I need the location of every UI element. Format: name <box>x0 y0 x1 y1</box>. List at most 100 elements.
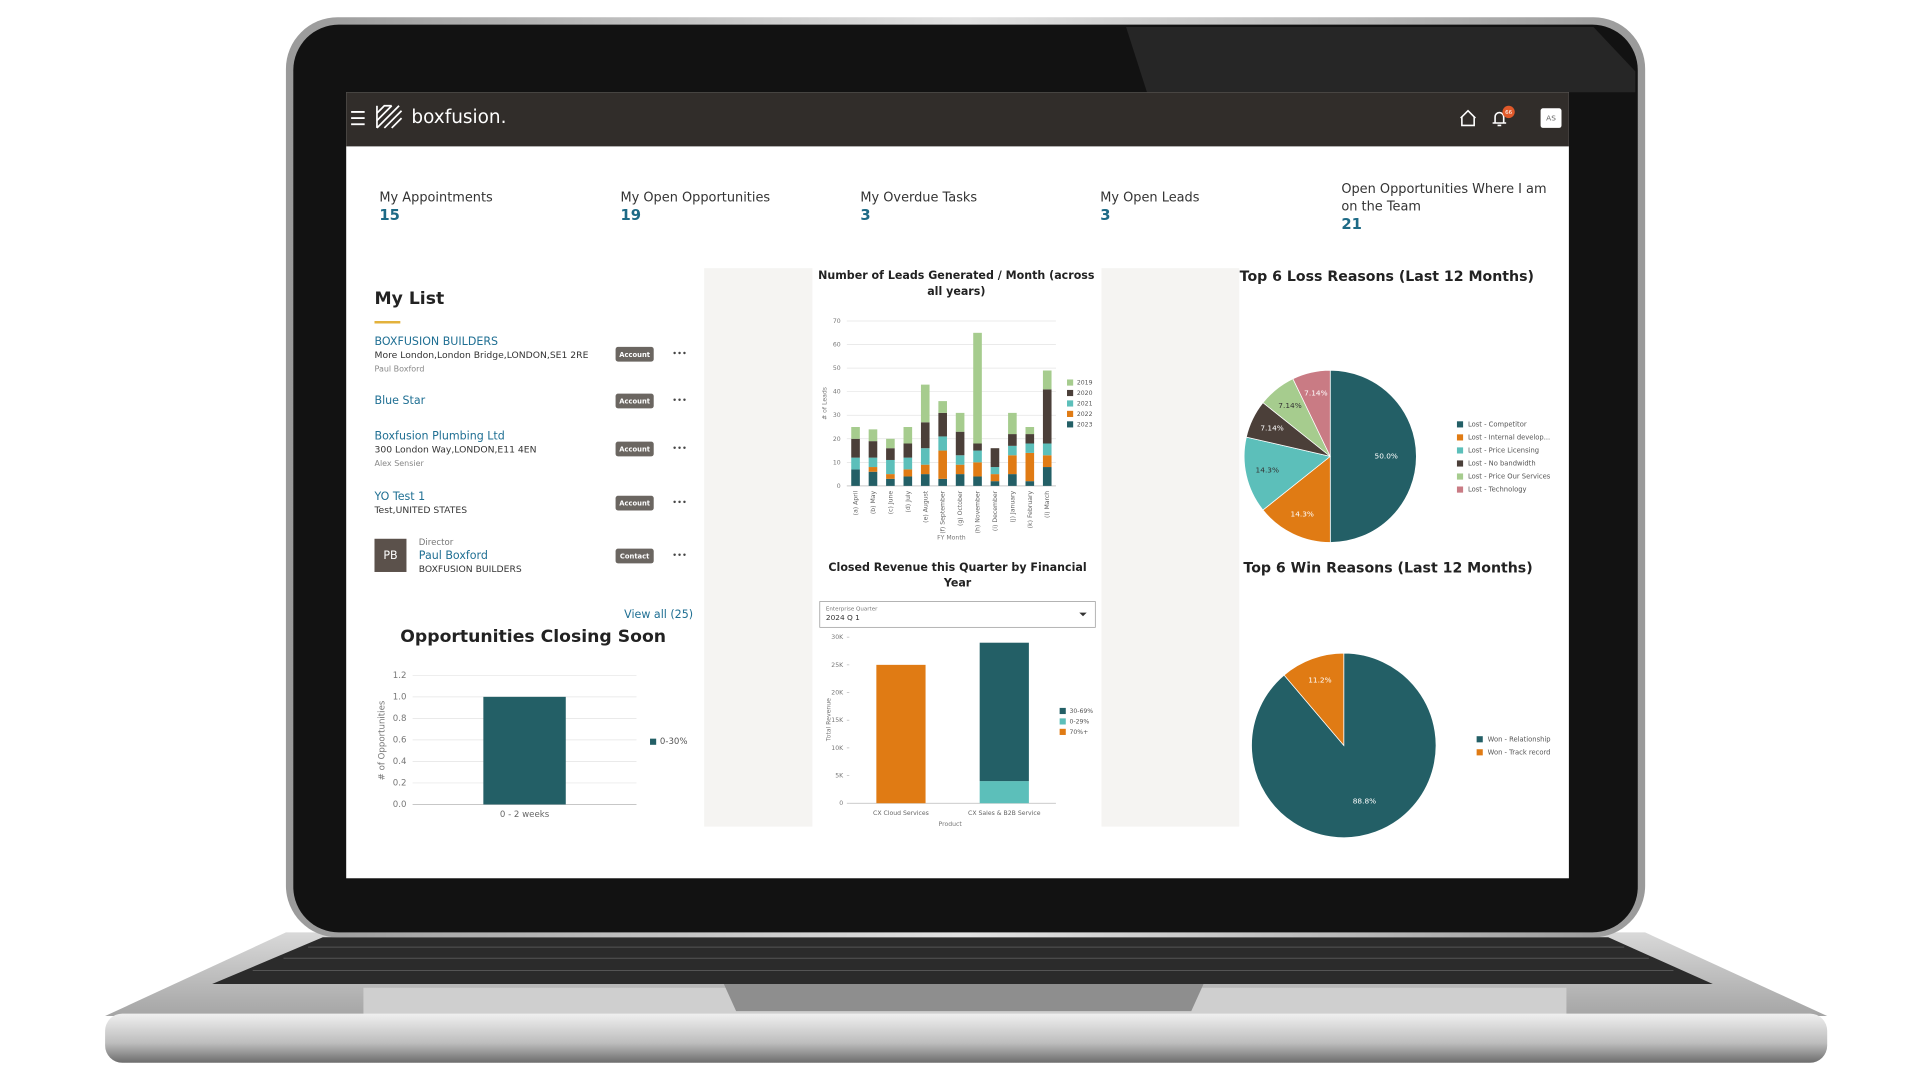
item-name[interactable]: YO Test 1 <box>373 490 425 503</box>
item-badge <box>615 346 654 362</box>
bar <box>1008 434 1017 446</box>
item-badge-text: Account <box>619 351 650 359</box>
x-tick-label: (h) November <box>975 490 982 533</box>
kpi-label: My Appointments <box>379 190 493 205</box>
item-name[interactable]: Paul Boxford <box>419 549 488 562</box>
bar <box>886 478 895 486</box>
item-menu-dot <box>678 500 681 504</box>
item-menu-dot <box>678 446 681 449</box>
pie-value-label: 50.0% <box>1375 451 1398 460</box>
item-address: More London,London Bridge,LONDON,SE1 2RE <box>374 350 588 361</box>
bar <box>955 455 965 465</box>
x-tick-label: CX Cloud Services <box>873 810 929 817</box>
pie-value-label: 7.14% <box>1260 423 1283 432</box>
legend-swatch <box>1067 410 1074 417</box>
bar <box>1025 481 1035 486</box>
bar <box>1025 434 1035 444</box>
legend-label: 30-69% <box>1069 708 1093 715</box>
item-owner: Paul Boxford <box>374 365 424 374</box>
legend-label: 2021 <box>1077 400 1093 407</box>
y-tick-label: 0 <box>837 483 841 490</box>
x-axis-title: Product <box>938 821 962 828</box>
dropdown-label: Enterprise Quarter <box>826 606 878 612</box>
logo-text: boxfusion. <box>411 107 506 128</box>
legend-label: Lost - Price Licensing <box>1468 446 1539 454</box>
item-owner: Alex Sensier <box>374 459 424 468</box>
bar <box>1025 452 1035 482</box>
legend-swatch <box>1456 434 1464 441</box>
item-name[interactable]: Blue Star <box>374 394 425 407</box>
item-menu-dot <box>683 351 686 355</box>
y-tick-label: 0.0 <box>393 800 407 810</box>
legend-swatch <box>1476 749 1483 756</box>
bar <box>920 464 930 475</box>
bar <box>1025 443 1035 453</box>
legend-swatch <box>1059 728 1066 735</box>
legend-label: Lost - No bandwidth <box>1468 459 1536 467</box>
item-menu-dot <box>678 351 681 355</box>
item-menu-dot <box>678 553 681 556</box>
kpi-label: My Overdue Tasks <box>860 190 978 205</box>
item-menu-dot <box>673 446 676 449</box>
legend-swatch <box>1059 718 1066 725</box>
x-tick-label: 0 - 2 weeks <box>500 810 550 820</box>
legend-label: 2023 <box>1077 421 1093 428</box>
app-header <box>346 92 1569 147</box>
bar <box>938 401 947 413</box>
bar <box>990 448 1000 468</box>
bar <box>886 474 895 479</box>
menu-button[interactable] <box>351 111 365 126</box>
bar <box>876 664 926 804</box>
x-tick-label: (e) August <box>922 490 929 523</box>
item-menu-dot <box>683 446 686 449</box>
kpi-value: 3 <box>1100 206 1111 224</box>
bar <box>973 332 982 444</box>
item-address: 300 London Way,LONDON,E11 4EN <box>374 445 536 456</box>
avatar[interactable] <box>1540 108 1562 128</box>
bar <box>1042 467 1052 486</box>
kpi-box: My Open Opportunities 19 <box>621 172 833 241</box>
item-badge-text: Account <box>619 446 650 454</box>
item-name[interactable]: Boxfusion Plumbing Ltd <box>374 430 504 443</box>
y-tick-label: 0.2 <box>393 778 407 788</box>
view-all-link[interactable]: View all (25) <box>624 608 693 621</box>
pie-slice <box>1283 652 1345 747</box>
y-tick-label: 70 <box>833 318 841 325</box>
quarter-dropdown[interactable] <box>819 601 1096 628</box>
chart-title: Number of Leads Generated / Month (acros… <box>818 271 1094 299</box>
x-tick-label: (g) October <box>957 490 964 526</box>
bar <box>1025 427 1035 435</box>
bar <box>903 443 913 458</box>
bar <box>903 469 913 477</box>
bar <box>920 474 930 486</box>
home-button[interactable] <box>1460 109 1476 127</box>
item-menu-dot <box>683 500 686 504</box>
notifications-button[interactable] <box>1492 111 1507 127</box>
legend-label: Lost - Price Our Services <box>1468 473 1551 481</box>
panel-gap <box>1101 268 1240 827</box>
bar <box>868 471 878 486</box>
legend-swatch <box>1067 400 1074 407</box>
bar <box>1008 455 1017 475</box>
y-tick-label: 30K <box>831 634 844 641</box>
pie-value-label: 14.3% <box>1256 466 1279 475</box>
bar <box>920 422 930 449</box>
key-rows <box>252 946 1674 972</box>
bar <box>886 459 895 475</box>
avatar-initials: AS <box>1546 114 1556 123</box>
legend-label: Won - Relationship <box>1488 735 1551 743</box>
bar <box>979 642 1029 782</box>
y-axis-title: # of Opportunities <box>377 700 387 780</box>
item-badge <box>615 393 654 409</box>
x-tick-label: (i) December <box>992 490 999 531</box>
bar <box>938 412 947 437</box>
kpi-box: My Overdue Tasks 3 <box>860 172 1072 241</box>
kpi-box: My Open Leads 3 <box>1100 172 1312 241</box>
item-name[interactable]: BOXFUSION BUILDERS <box>374 335 498 348</box>
bar <box>483 696 566 805</box>
x-tick-label: (j) January <box>1009 490 1016 522</box>
